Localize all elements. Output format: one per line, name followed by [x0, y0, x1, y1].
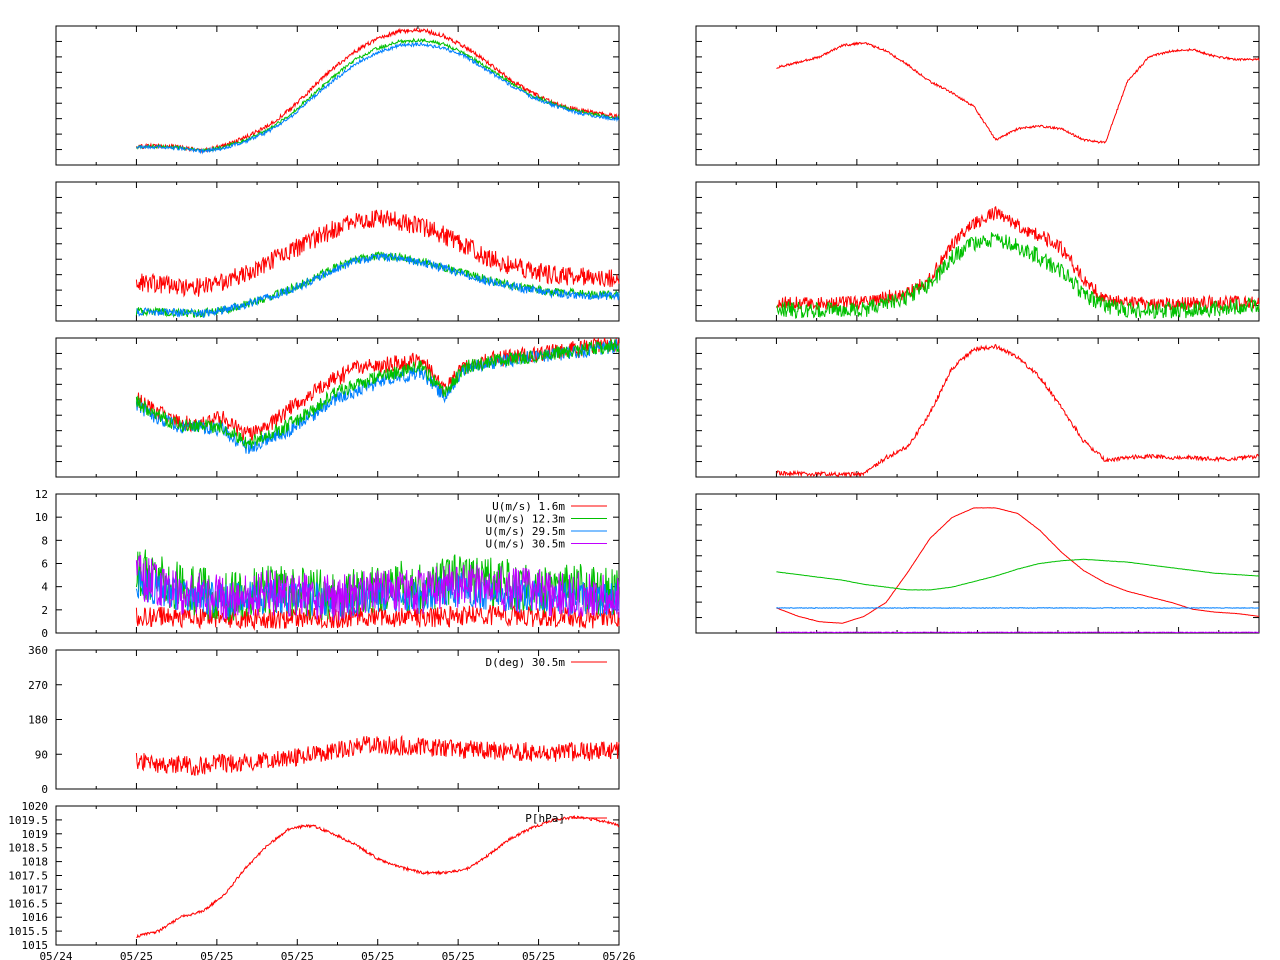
- series-line: [136, 252, 620, 318]
- series-line: [776, 41, 1260, 144]
- y-tick-label: 1017.5: [8, 870, 48, 883]
- x-tick-label-date: 05/26: [602, 950, 635, 960]
- y-tick-label: 1018: [22, 856, 49, 869]
- x-tick-label-date: 05/25: [522, 950, 555, 960]
- y-tick-label: 1016: [22, 911, 49, 924]
- y-tick-label: 0: [41, 627, 48, 640]
- y-tick-label: 1019.5: [8, 814, 48, 827]
- chart-panel-left-5: 10151015.510161016.510171017.510181018.5…: [8, 800, 620, 952]
- series-line: [776, 631, 1260, 634]
- plot-frame: [695, 25, 1260, 166]
- y-tick-label: 6: [41, 558, 48, 571]
- x-tick-label-date: 05/25: [442, 950, 475, 960]
- x-tick-label-date: 05/25: [120, 950, 153, 960]
- x-tick-label-date: 05/25: [200, 950, 233, 960]
- plot-frame: [695, 337, 1260, 478]
- series-line: [776, 343, 1260, 478]
- y-tick-label: 2: [41, 604, 48, 617]
- plot-frame: [55, 649, 620, 790]
- legend-label: P[hPa]: [525, 812, 565, 825]
- legend-label: U(m/s) 29.5m: [486, 525, 566, 538]
- chart-panel-left-0: [55, 25, 620, 166]
- series-line: [776, 607, 1260, 609]
- legend-label: U(m/s) 12.3m: [486, 513, 566, 526]
- legend-label: D(deg) 30.5m: [486, 656, 566, 669]
- series-line: [136, 815, 620, 938]
- plot-frame: [695, 181, 1260, 322]
- series-line: [135, 37, 620, 153]
- series-line: [135, 339, 620, 449]
- y-tick-label: 360: [28, 644, 48, 657]
- y-tick-label: 1016.5: [8, 897, 48, 910]
- chart-panel-left-4: 0 90 180 270 360 D(deg) 30.5m: [28, 644, 620, 796]
- y-tick-label: 1015: [22, 939, 49, 952]
- chart-panel-right-0: [695, 25, 1260, 166]
- x-tick-label-date: 05/24: [39, 950, 72, 960]
- chart-panel-right-3: [695, 493, 1260, 634]
- chart-panel-left-1: [55, 181, 620, 322]
- plot-frame: [55, 805, 620, 946]
- series-line: [135, 555, 620, 621]
- legend-label: U(m/s) 1.6m: [492, 500, 565, 513]
- chart-panel-left-3: 0 2 4 6 8 10 12 U(m/s) 1.6mU(m/s) 12.3mU(m/s) 2…: [35, 488, 620, 640]
- x-tick-label-date: 05/25: [361, 950, 394, 960]
- y-tick-label: 10: [35, 511, 48, 524]
- series-line: [136, 41, 620, 155]
- y-tick-label: 180: [28, 714, 48, 727]
- y-tick-label: 4: [41, 581, 48, 594]
- chart-panel-right-2: [695, 337, 1260, 478]
- plot-frame: [55, 181, 620, 322]
- series-line: [135, 209, 620, 298]
- series-line: [776, 232, 1260, 320]
- y-tick-label: 270: [28, 679, 48, 692]
- series-line: [135, 337, 620, 442]
- y-tick-label: 90: [35, 748, 48, 761]
- y-tick-label: 1015.5: [8, 925, 48, 938]
- series-line: [776, 205, 1260, 311]
- series-line: [135, 734, 620, 776]
- x-tick-label-date: 05/25: [281, 950, 314, 960]
- series-line: [776, 558, 1260, 591]
- plot-frame: [55, 25, 620, 166]
- y-tick-label: 1018.5: [8, 842, 48, 855]
- plot-frame: [695, 493, 1260, 634]
- y-tick-label: 12: [35, 488, 48, 501]
- y-tick-label: 1019: [22, 828, 49, 841]
- y-tick-label: 1020: [22, 800, 49, 813]
- y-tick-label: 1017: [22, 883, 49, 896]
- series-line: [135, 27, 620, 154]
- chart-panel-left-2: [55, 337, 620, 478]
- chart-panel-right-1: [695, 181, 1260, 322]
- legend-label: U(m/s) 30.5m: [486, 538, 566, 551]
- y-tick-label: 8: [41, 534, 48, 547]
- series-line: [776, 507, 1260, 624]
- y-tick-label: 0: [41, 783, 48, 796]
